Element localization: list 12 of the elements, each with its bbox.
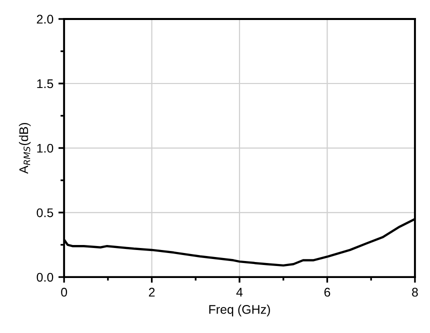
y-tick-label: 2.0 <box>36 14 54 24</box>
x-tick-label: 4 <box>236 288 243 297</box>
y-tick-label: 0.0 <box>36 272 54 282</box>
x-tick-label: 8 <box>412 288 418 297</box>
x-axis-title: Freq (GHz) <box>209 304 270 316</box>
y-axis-title: A$_{RMS}$(dB) <box>18 123 31 174</box>
y-tick-label: 1.0 <box>37 144 54 153</box>
x-tick-label: 6 <box>324 288 330 297</box>
x-tick-label: 0 <box>61 288 68 297</box>
y-tick-label: 1.5 <box>37 79 54 88</box>
y-tick-label: 0.5 <box>36 208 54 218</box>
x-tick-label: 2 <box>148 288 155 297</box>
